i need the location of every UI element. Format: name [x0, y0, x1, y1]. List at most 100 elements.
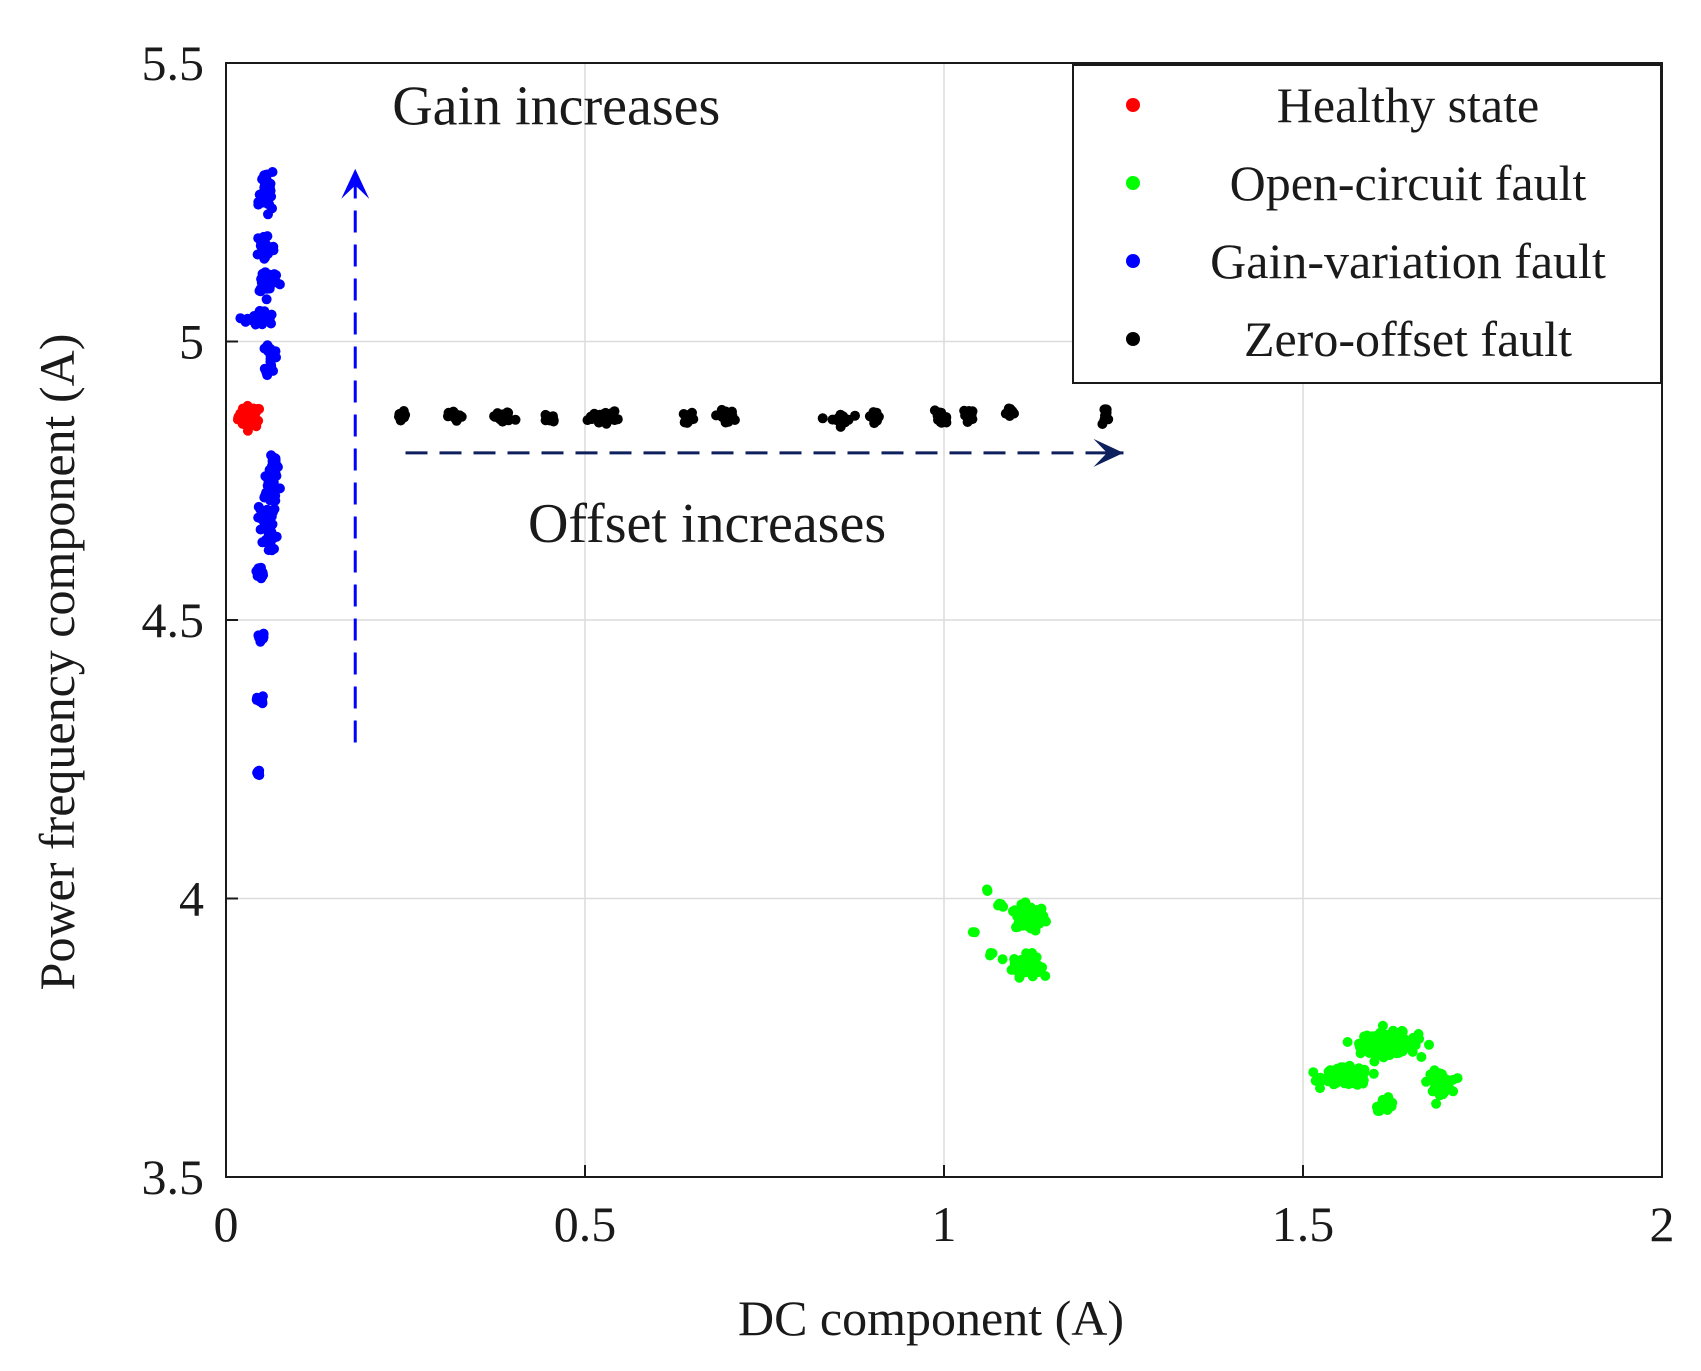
data-point — [1323, 1066, 1334, 1077]
legend-box — [1072, 64, 1662, 384]
data-point — [260, 267, 271, 278]
data-point — [449, 411, 460, 422]
data-point — [964, 406, 974, 416]
data-point — [262, 508, 273, 518]
x-tick-label: 1 — [932, 1196, 957, 1252]
data-point — [941, 413, 952, 424]
data-point — [260, 471, 271, 482]
data-point — [817, 413, 828, 424]
data-point — [1437, 1089, 1448, 1100]
data-point — [271, 470, 282, 481]
data-point — [255, 631, 266, 642]
data-point — [1431, 1098, 1442, 1109]
data-point — [265, 280, 276, 291]
data-point — [1014, 972, 1025, 983]
data-point — [261, 294, 272, 305]
data-point — [253, 501, 264, 512]
data-point — [269, 543, 279, 554]
data-point — [257, 698, 268, 709]
data-point — [1021, 948, 1032, 959]
x-tick-label: 1.5 — [1272, 1196, 1335, 1252]
y-tick-label: 5.5 — [142, 35, 205, 91]
legend-item: Gain-variation fault — [1126, 233, 1606, 289]
legend-label: Healthy state — [1277, 77, 1539, 133]
data-point — [1342, 1037, 1353, 1047]
y-tick-label: 4 — [179, 871, 204, 927]
offset-annotation-arrowhead — [1093, 438, 1124, 467]
data-point — [265, 343, 276, 354]
data-point — [1373, 1036, 1384, 1047]
data-point — [997, 954, 1008, 965]
data-point — [1421, 1076, 1432, 1087]
legend-marker — [1126, 176, 1140, 190]
data-point — [547, 412, 558, 422]
data-point — [1027, 909, 1038, 920]
data-point — [1352, 1079, 1363, 1090]
data-point — [1398, 1041, 1408, 1052]
data-point — [1354, 1038, 1364, 1049]
data-point — [261, 241, 272, 252]
data-point — [982, 884, 992, 895]
data-point — [254, 404, 265, 414]
data-point — [234, 412, 245, 423]
data-point — [1356, 1065, 1367, 1076]
legend-marker — [1126, 98, 1140, 112]
legend-marker — [1126, 332, 1140, 346]
data-point — [259, 253, 270, 264]
data-point — [262, 370, 273, 381]
legend-label: Zero-offset fault — [1244, 311, 1572, 367]
legend-label: Open-circuit fault — [1230, 155, 1587, 211]
data-point — [1425, 1069, 1436, 1080]
data-point — [1002, 407, 1013, 418]
data-point — [1447, 1074, 1458, 1085]
legend-item: Zero-offset fault — [1126, 311, 1572, 367]
series-open-circuit-fault — [967, 884, 1463, 1116]
series-zero-offset-fault — [394, 403, 1114, 432]
data-point — [264, 488, 275, 499]
data-point — [1378, 1052, 1389, 1063]
data-point — [240, 316, 251, 327]
data-point — [396, 409, 407, 420]
data-point — [682, 411, 693, 422]
x-tick-label: 0.5 — [554, 1196, 617, 1252]
legend-item: Open-circuit fault — [1126, 155, 1586, 211]
data-point — [1103, 414, 1114, 425]
data-point — [1019, 961, 1030, 972]
data-point — [244, 406, 255, 417]
data-point — [994, 898, 1005, 909]
data-point — [261, 534, 272, 545]
data-point — [258, 231, 269, 242]
legend-label: Gain-variation fault — [1210, 233, 1606, 289]
data-point — [985, 948, 996, 958]
data-point — [261, 196, 272, 207]
data-point — [255, 286, 266, 297]
x-axis-label: DC component (A) — [738, 1290, 1124, 1346]
data-point — [268, 452, 279, 463]
data-point — [1386, 1046, 1397, 1057]
data-point — [253, 766, 264, 777]
data-point — [1342, 1078, 1353, 1089]
data-point — [243, 414, 254, 425]
offset-annotation-text: Offset increases — [528, 493, 886, 555]
data-point — [1100, 404, 1111, 415]
data-point — [1030, 919, 1041, 930]
x-tick-label: 0 — [214, 1196, 239, 1252]
data-point — [597, 410, 607, 421]
series-healthy-state — [232, 400, 265, 436]
legend: Healthy state Open-circuit fault Gain-vari… — [1072, 64, 1662, 384]
data-point — [967, 927, 978, 938]
gain-annotation-text: Gain increases — [392, 75, 720, 137]
series-gain-variation-fault — [235, 167, 285, 781]
data-point — [263, 209, 273, 220]
data-point — [1435, 1074, 1446, 1085]
y-tick-label: 3.5 — [142, 1149, 205, 1205]
data-point — [605, 409, 616, 419]
data-point — [265, 480, 276, 491]
data-point — [1329, 1074, 1340, 1085]
data-point — [265, 356, 276, 367]
data-point — [253, 415, 264, 426]
data-point — [1410, 1037, 1420, 1047]
data-point — [1424, 1039, 1434, 1050]
tick-labels: 0 0.5 1 1.5 2 3.5 4 4.5 5 5.5 — [142, 35, 1675, 1252]
